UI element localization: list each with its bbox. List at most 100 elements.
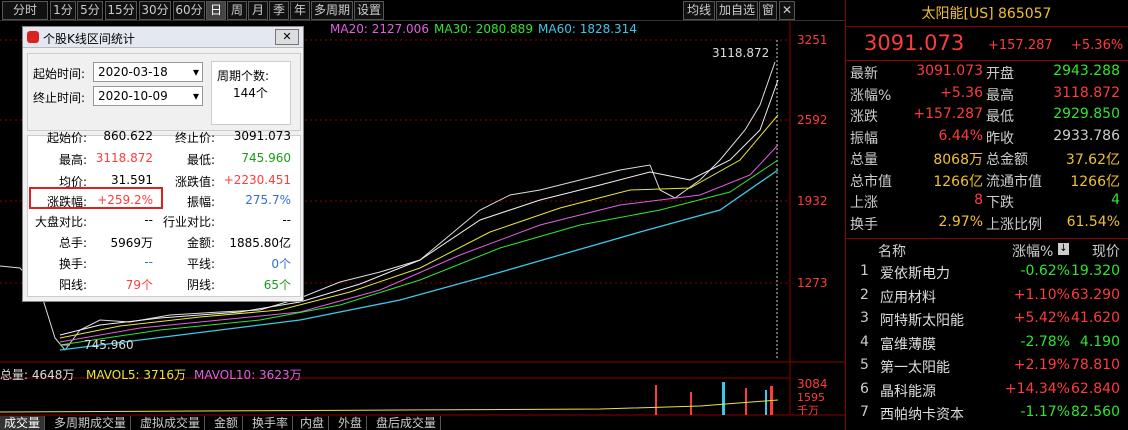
quote-value: 2.97% [938, 213, 983, 230]
close[interactable]: ✕ [779, 1, 795, 20]
quote-label: 下跌 [986, 195, 1014, 211]
quote-value: +157.287 [913, 106, 983, 122]
value: 275.7% [245, 193, 291, 207]
rank: 6 [860, 380, 869, 397]
bottom-tab[interactable]: 外盘 [334, 416, 368, 430]
title-bar [23, 27, 303, 48]
bottom-tab[interactable]: 虚拟成交量 [136, 416, 206, 430]
quote-label: 换手 [850, 216, 878, 233]
sort-icon[interactable]: ↓ [1058, 243, 1069, 255]
stock-name: 阿特斯太阳能 [880, 313, 964, 329]
quote-label: 最高 [986, 87, 1014, 104]
bottom-tab[interactable]: 换手率 [248, 416, 294, 430]
quote-label: 总量 [850, 152, 878, 168]
stock-name: 第一太阳能 [880, 360, 950, 376]
tab[interactable]: 设置 [354, 1, 384, 20]
ma-label: MA60: 1828.314 [538, 22, 637, 36]
tab[interactable]: 窗 [759, 1, 777, 20]
bottom-tab[interactable]: 内盘 [296, 416, 330, 430]
highlight [29, 187, 163, 209]
volume-bars [722, 382, 767, 415]
list-header: 涨幅% [1012, 244, 1054, 260]
axis-label: 3084 [797, 377, 828, 391]
quote-label: 涨跌 [850, 109, 878, 125]
bottom-tab[interactable]: 成交量 [0, 416, 46, 430]
quote-value: +5.36 [940, 84, 983, 101]
ma-line [59, 159, 779, 346]
quote-value: 6.44% [938, 127, 983, 144]
stock-price: 41.620 [1071, 310, 1120, 326]
quote-label: 振幅 [850, 130, 878, 147]
rank: 7 [860, 404, 869, 420]
label: 起始价: [46, 131, 87, 145]
list-header: 名称 [878, 244, 906, 260]
divider [845, 60, 1128, 61]
label: 最高: [58, 153, 87, 167]
tab[interactable]: 多周期 [311, 1, 353, 20]
stock-change: -1.17% [1020, 404, 1070, 420]
close-button[interactable]: ✕ [275, 29, 299, 45]
label: 阴线: [186, 278, 215, 292]
tab[interactable]: 30分 [139, 1, 171, 20]
stock-name: 富维薄膜 [880, 336, 936, 353]
label: 大盘对比: [34, 215, 87, 229]
value: 5969万 [110, 236, 153, 250]
label: 金额: [186, 236, 215, 250]
quote-value: 2943.288 [1053, 63, 1120, 79]
stock-change: -0.62% [1020, 263, 1070, 279]
stock-price: 19.320 [1071, 263, 1120, 279]
quote-value: 2933.786 [1053, 127, 1120, 144]
vol-legend: 总量: 4648万 [0, 368, 75, 382]
value: 79个 [125, 278, 153, 292]
bottom-tab[interactable]: 金额 [210, 416, 244, 430]
date: 2020-03-18 [98, 65, 168, 79]
stock-price: 78.810 [1071, 357, 1120, 373]
label: 行业对比: [162, 215, 215, 229]
tab[interactable]: 加自选 [716, 1, 758, 20]
quote-panel [845, 0, 1128, 430]
tab[interactable]: 均线 [683, 1, 715, 20]
quote-value: 1266亿 [933, 173, 983, 190]
stock-name: 应用材料 [880, 289, 936, 306]
quote-label: 流通市值 [986, 173, 1042, 190]
quote-label: 上涨比例 [986, 216, 1042, 233]
vol-legend: MAVOL5: 3716万 [86, 368, 186, 382]
tab[interactable]: 60分 [173, 1, 205, 20]
quote-label: 最新 [850, 66, 878, 82]
quote-label: 昨收 [986, 130, 1014, 147]
quote-label: 上涨 [850, 195, 878, 211]
quote-label: 涨幅% [850, 87, 892, 104]
tab[interactable]: 月 [248, 1, 268, 20]
bottom-tab[interactable]: 多周期成交量 [50, 416, 132, 430]
value: 31.591 [111, 173, 153, 187]
ma-line [59, 79, 779, 336]
ma-line [59, 144, 779, 343]
axis-label: 1273 [797, 276, 828, 290]
value: +259.2% [97, 193, 153, 207]
ma-line [59, 169, 779, 351]
bottom-tab[interactable]: 盘后成交量 [372, 416, 442, 430]
date-select[interactable]: 2020-10-09 ▾ [93, 86, 203, 106]
tab[interactable]: 年 [290, 1, 310, 20]
stock-change: +2.19% [1013, 357, 1070, 373]
tab[interactable]: 季 [269, 1, 289, 20]
date-select[interactable]: 2020-03-18 ▾ [93, 62, 203, 82]
tab[interactable]: 日 [206, 1, 226, 20]
list-header: 现价 [1092, 244, 1120, 260]
last-price: 3091.073 [864, 31, 965, 55]
value: -- [144, 255, 153, 269]
stock-price: 62.840 [1071, 380, 1120, 397]
quote-label: 总市值 [850, 173, 892, 190]
quote-title: 太阳能[US] 865057 [921, 6, 1052, 22]
tab[interactable]: 15分 [105, 1, 137, 20]
tab[interactable]: 5分 [77, 1, 103, 20]
quote-value: 8 [974, 192, 983, 208]
rank: 1 [860, 263, 869, 279]
tab[interactable]: 周 [227, 1, 247, 20]
divider [845, 238, 1128, 239]
tab[interactable]: 分时 [2, 1, 48, 20]
vol-legend: MAVOL10: 3623万 [194, 368, 302, 382]
tab[interactable]: 1分 [50, 1, 76, 20]
label: 换手: [58, 257, 87, 271]
